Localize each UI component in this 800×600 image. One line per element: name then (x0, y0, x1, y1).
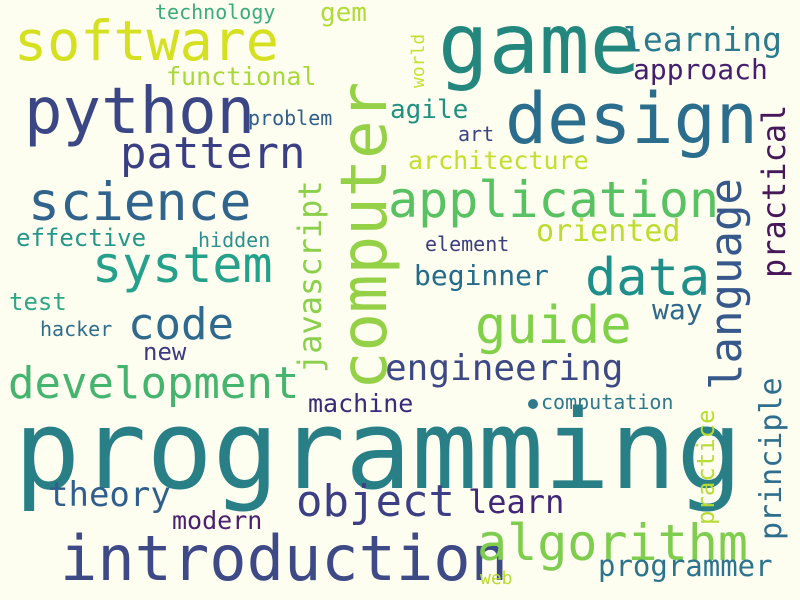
word-effective: effective (16, 224, 147, 252)
word-principle: principle (754, 377, 789, 540)
word-application: application (388, 171, 720, 229)
word-system: system (92, 236, 273, 294)
word-new: new (143, 338, 187, 366)
word-code: code (128, 299, 234, 350)
word-software: software (14, 9, 279, 73)
word-machine: machine (308, 389, 414, 418)
word-game: game (438, 0, 641, 93)
word-science: science (28, 172, 252, 233)
word-computation: computation (541, 390, 674, 414)
word-world: world (408, 33, 429, 88)
word-gem: gem (320, 0, 367, 28)
word-beginner: beginner (414, 259, 549, 292)
word-programming: programming (14, 386, 743, 514)
word-data: data (585, 248, 711, 308)
word-functional: functional (166, 62, 317, 91)
word-agile: agile (390, 95, 469, 125)
word-element: element (425, 232, 510, 256)
word-design: design (505, 78, 758, 160)
word-learn: learn (468, 483, 565, 521)
word-python: python (24, 75, 256, 149)
word-web: web (480, 568, 513, 589)
word-test: test (9, 288, 67, 316)
word-technology: technology (155, 0, 276, 24)
word-practice: practice (692, 409, 720, 525)
word-development: development (8, 358, 300, 409)
word-theory: theory (48, 475, 171, 515)
word-introduction: introduction (60, 522, 508, 595)
word-learning: learning (623, 20, 782, 59)
word-programmer: programmer (598, 549, 773, 583)
word-hidden: hidden (198, 228, 271, 252)
word-language: language (701, 178, 752, 390)
word-hacker: hacker (40, 317, 113, 341)
word-engineering: engineering (385, 348, 624, 389)
word-approach: approach (633, 53, 768, 86)
word-modern: modern (172, 506, 263, 535)
word-javascript: javascript (291, 180, 329, 373)
word-way: way (652, 293, 703, 326)
word-computer: computer (328, 81, 402, 390)
word-problem: problem (248, 106, 333, 130)
word-architecture: architecture (408, 146, 589, 175)
word-art: art (458, 122, 495, 146)
word-algorithm: algorithm (477, 514, 748, 572)
word-practical: practical (755, 104, 793, 278)
word-oriented: oriented (536, 214, 681, 249)
word-guide: guide (475, 296, 632, 356)
word-pattern: pattern (120, 128, 306, 179)
word-computation-dot (528, 399, 538, 409)
word-object: object (296, 476, 455, 527)
